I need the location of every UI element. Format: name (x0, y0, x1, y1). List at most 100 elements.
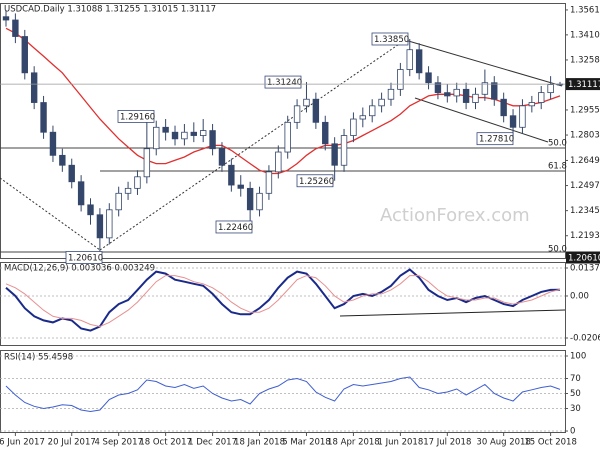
axis-marker-box (566, 78, 600, 91)
x-tick-label: 1 Dec 2017 (188, 438, 237, 448)
price-label: 1.31240 (267, 78, 302, 88)
candle-body (124, 187, 132, 194)
candle-body (181, 131, 188, 140)
candle-body (406, 49, 413, 70)
x-tick-label: 18 Oct 2017 (139, 438, 192, 448)
price-label-box (215, 220, 253, 234)
watermark: ActionForex.com (380, 205, 530, 226)
trend-line (0, 177, 101, 251)
fib-label: 50.0 (548, 139, 567, 149)
price-label-box (65, 251, 103, 264)
candle-body (312, 98, 320, 123)
y-tick-label: 0.00 (570, 291, 589, 301)
fib-label: 50.0 (548, 245, 567, 255)
y-tick-label: 100 (570, 352, 586, 362)
candle-body (359, 115, 367, 120)
fib-label: 61.8 (548, 162, 567, 172)
candle-body (21, 36, 28, 74)
y-tick-label: 1.26490 (570, 156, 600, 166)
price-label-box (296, 174, 334, 188)
x-tick-label: 20 Jul 2017 (48, 438, 96, 448)
channel-line (404, 39, 563, 87)
candle-body (199, 130, 207, 136)
candle-body (397, 69, 404, 90)
candle-body (40, 102, 47, 133)
candle-body (77, 181, 85, 206)
y-tick-label: 70 (570, 374, 581, 384)
candle-body (340, 135, 348, 166)
candle-body (369, 105, 376, 117)
candle-body (547, 84, 554, 94)
y-tick-label: -0.020652 (570, 333, 600, 343)
candle-body (303, 98, 310, 107)
candle-body (293, 105, 301, 123)
y-tick-label: 1.21930 (570, 231, 600, 241)
candle-body (265, 171, 273, 194)
candle-body (481, 82, 489, 95)
candle-body (331, 143, 338, 166)
price-label-box (264, 75, 302, 89)
candle-body (387, 88, 395, 100)
candle-body (434, 82, 442, 94)
trend-line (99, 39, 406, 251)
indicator-line (5, 268, 561, 332)
candle-body (171, 131, 179, 140)
x-tick-label: 1 Jun 2018 (378, 438, 424, 448)
candle-body (378, 98, 385, 107)
candle-body (228, 164, 235, 186)
macd-support-line (339, 309, 566, 317)
axis-marker-box (566, 251, 600, 264)
y-tick-label: 1.35610 (570, 5, 600, 15)
y-tick-label: 1.23450 (570, 206, 600, 216)
candle-body (12, 19, 19, 37)
macd-panel (0, 262, 566, 346)
x-tick-label: 17 Jul 2018 (423, 438, 471, 448)
candle-body (246, 187, 254, 211)
x-tick-label: 18 Jan 2018 (234, 438, 285, 448)
x-tick-label: 5 Mar 2018 (282, 438, 330, 448)
candle-body (444, 92, 451, 97)
candle-body (500, 98, 507, 117)
candle-body (115, 192, 122, 211)
candle-body (462, 88, 470, 103)
candle-body (96, 214, 104, 239)
x-tick-label: 18 Apr 2018 (327, 438, 380, 448)
y-tick-label: 1.28030 (570, 131, 600, 141)
candle-body (218, 148, 226, 166)
candle-body (528, 102, 536, 107)
candle-body (519, 105, 526, 128)
price-title: USDCAD.Daily 1.31088 1.31255 1.31015 1.3… (4, 5, 216, 15)
candle-body (209, 130, 216, 150)
x-tick-label: 6 Jun 2017 (0, 438, 45, 448)
candle-body (49, 131, 57, 156)
candle-body (162, 126, 169, 133)
price-label-box (476, 132, 514, 146)
macd-title: MACD(12,26,9) 0.003036 0.003249 (4, 264, 155, 274)
candle-body (472, 93, 479, 103)
candle-body (143, 148, 151, 178)
price-label: 1.20610 (68, 254, 103, 264)
candle-body (322, 121, 329, 145)
price-panel (0, 3, 566, 259)
candle-body (425, 72, 432, 84)
axis-marker-label: 1.20610 (568, 254, 600, 264)
x-tick-label: 30 Aug 2018 (476, 438, 530, 448)
candle-body (275, 151, 282, 173)
y-tick-label: 0 (570, 427, 575, 437)
candle-body (237, 184, 244, 189)
y-tick-label: 1.29550 (570, 105, 600, 115)
y-tick-label: 1.24970 (570, 181, 600, 191)
y-tick-label: 0.013745 (570, 264, 600, 274)
y-tick-label: 1.34100 (570, 30, 600, 40)
candle-body (134, 176, 141, 189)
rsi-panel (0, 350, 566, 433)
candle-body (190, 131, 197, 136)
x-tick-label: 15 Oct 2018 (524, 438, 577, 448)
price-label-box (371, 32, 409, 46)
candle-body (453, 88, 460, 97)
y-tick-label: 50 (570, 389, 581, 399)
channel-line (414, 97, 549, 143)
price-label-box (117, 109, 155, 123)
candle-body (415, 49, 423, 74)
